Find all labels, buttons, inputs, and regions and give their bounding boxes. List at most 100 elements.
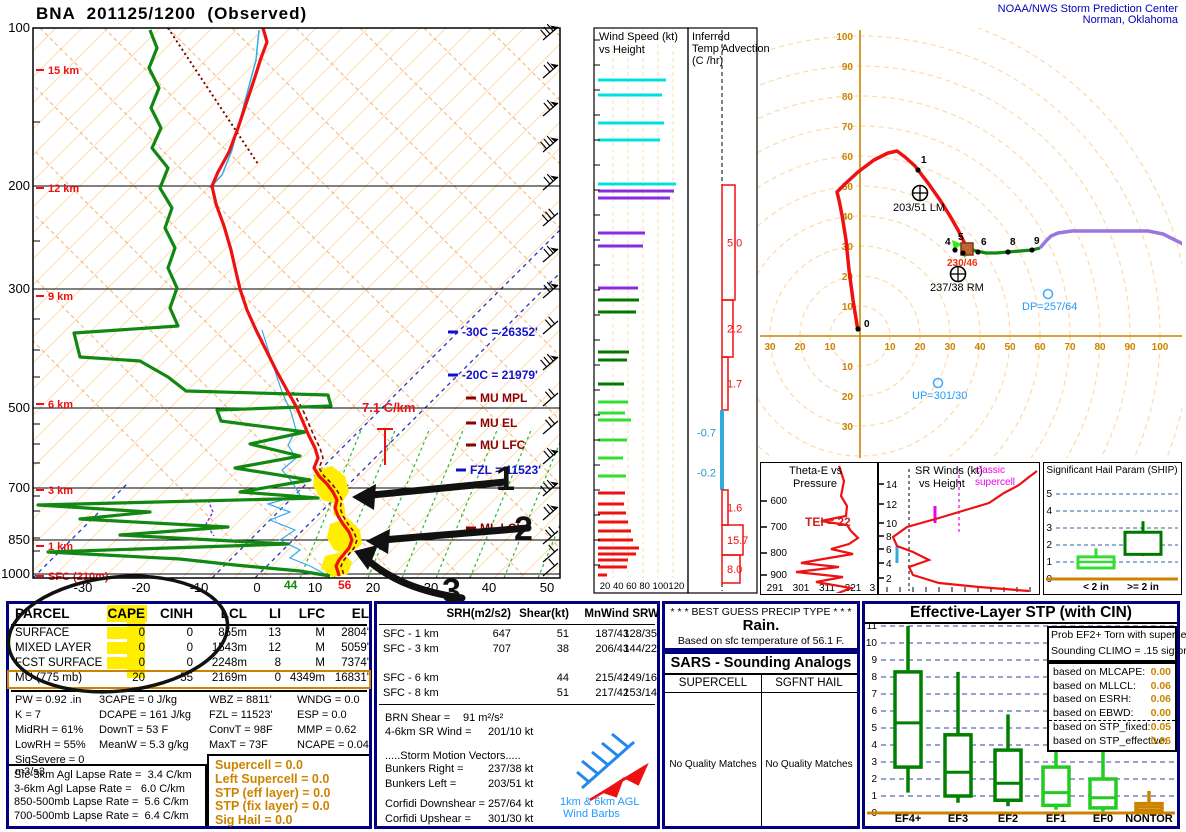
storm-motion-row: Corfidi Downshear = 257/64 kt <box>377 798 657 813</box>
label: based on ESRH: <box>1053 693 1132 705</box>
svg-text:10: 10 <box>842 302 854 313</box>
label: Corfidi Upshear = <box>385 813 471 825</box>
hazard-params-box: Supercell = 0.0 Left Supercell = 0.0 STP (… <box>207 754 369 828</box>
theta-e-trace <box>795 465 860 593</box>
value: 257/64 kt <box>488 798 534 810</box>
svg-text:60: 60 <box>1034 342 1046 353</box>
wind-speed-title-2: vs Height <box>599 44 645 56</box>
svg-text:< 2 in: < 2 in <box>1083 582 1109 593</box>
value: 237/38 kt <box>488 763 534 775</box>
hazard-param-line: Sig Hail = 0.0 <box>215 813 293 828</box>
storm-motion-row: Bunkers Left = 203/51 kt <box>377 778 657 793</box>
label: based on MLLCL: <box>1053 679 1136 692</box>
sr-winds-title-1: SR Winds (kt) <box>915 465 983 477</box>
ship-chart: 012345< 2 in>= 2 in <box>1046 489 1178 593</box>
precip-type-box: * * * BEST GUESS PRECIP TYPE * * * Rain.… <box>662 601 860 651</box>
label: based on EBWD: <box>1053 706 1134 719</box>
svg-text:203/51 LM: 203/51 LM <box>893 202 945 214</box>
svg-text:9 km: 9 km <box>48 291 73 303</box>
sars-hail-result: No Quality Matches <box>765 759 853 770</box>
label: Bunkers Left = <box>385 778 457 790</box>
sars-supercell-result: No Quality Matches <box>669 759 757 770</box>
cell: M <box>315 657 325 669</box>
svg-text:291: 291 <box>767 583 784 593</box>
sr-wind-trace <box>891 470 1038 593</box>
stat-line: MaxT = 73F <box>209 739 268 751</box>
hazard-param-line: STP (eff layer) = 0.0 <box>215 785 331 800</box>
cell: SFC - 1 km <box>383 628 439 640</box>
cell: 51 <box>556 687 569 699</box>
svg-text:12 km: 12 km <box>48 183 79 195</box>
svg-text:1000: 1000 <box>1 566 30 581</box>
svg-text:4: 4 <box>945 237 951 248</box>
cell: 647 <box>492 628 511 640</box>
stat-line: MeanW = 5.3 g/kg <box>99 739 189 751</box>
divider <box>761 673 762 826</box>
cell: -55 <box>176 672 193 684</box>
cell: 1543m <box>211 642 247 654</box>
svg-text:DP=257/64: DP=257/64 <box>1022 301 1077 313</box>
svg-text:80: 80 <box>1094 342 1106 353</box>
value: 0.06 <box>1150 734 1171 747</box>
svg-text:56: 56 <box>338 578 352 592</box>
page-title: BNA 201125/1200 (Observed) <box>36 4 308 23</box>
svg-text:10: 10 <box>886 519 898 530</box>
hodograph-axes <box>760 30 1182 458</box>
cell: 0 <box>107 657 145 669</box>
cell: 38 <box>556 643 569 655</box>
hodograph-traces <box>835 149 1182 332</box>
precip-type: Rain. <box>742 617 780 634</box>
panel-borders <box>32 27 758 594</box>
svg-text:80: 80 <box>842 92 854 103</box>
svg-text:-0.2: -0.2 <box>697 468 716 480</box>
ship-panel: 012345< 2 in>= 2 in Significant Hail Par… <box>1043 462 1182 595</box>
svg-text:EF1: EF1 <box>1046 813 1066 825</box>
cell: M <box>315 642 325 654</box>
cell: SFC - 6 km <box>383 672 439 684</box>
cell: 2248m <box>211 657 247 669</box>
svg-text:-30: -30 <box>74 580 93 595</box>
svg-text:6 km: 6 km <box>48 399 73 411</box>
svg-text:500: 500 <box>8 400 30 415</box>
svg-text:1: 1 <box>921 155 927 166</box>
stat-line: 3CAPE = 0 J/kg <box>99 694 177 706</box>
stp-prob-line-1: Prob EF2+ Torn with supercell <box>1051 629 1186 641</box>
svg-text:MU LFC: MU LFC <box>480 438 526 452</box>
lapse-rate-line: 850-500mb Lapse Rate = 5.6 C/km <box>14 796 189 808</box>
storm-motion-header: .....Storm Motion Vectors..... <box>385 750 521 762</box>
divider <box>379 624 655 625</box>
kinematics-col-header: Shear(kt) <box>519 608 569 620</box>
1km-barb-icon <box>576 732 635 790</box>
hazard-param-line: Left Supercell = 0.0 <box>215 771 330 786</box>
divider <box>379 704 655 705</box>
parcel-row: MIXED LAYER 0 0 1543m 12 M 5059' <box>9 642 369 657</box>
svg-text:2: 2 <box>871 774 877 785</box>
svg-text:11: 11 <box>867 621 878 632</box>
label: Bunkers Right = <box>385 763 464 775</box>
cell: 144/22 <box>623 643 657 655</box>
stp-prob-values-box: based on MLCAPE: 0.00 based on MLLCL: 0.06 b… <box>1047 662 1177 752</box>
cell: M <box>315 627 325 639</box>
agency-line-1: NOAA/NWS Storm Prediction Center <box>997 3 1178 15</box>
svg-text:-20: -20 <box>132 580 151 595</box>
svg-text:850: 850 <box>8 532 30 547</box>
svg-text:5: 5 <box>958 232 964 243</box>
hazard-param-line: STP (fix layer) = 0.0 <box>215 799 330 814</box>
kinematics-header: SRH(m2/s2) Shear(kt) MnWind SRW <box>377 608 659 623</box>
barb-caption-2: Wind Barbs <box>563 808 620 820</box>
label: based on MLCAPE: <box>1053 666 1146 678</box>
stp-prob-line-2: Sounding CLIMO = .15 sigtor <box>1051 645 1186 657</box>
svg-text:7.1 C/km: 7.1 C/km <box>362 400 415 415</box>
kinematics-rows: SFC - 1 km 647 51 187/43 128/35 SFC - 3 km 707… <box>377 628 657 702</box>
divider <box>11 690 367 692</box>
cell: SURFACE <box>15 627 70 639</box>
cell: LCL <box>220 606 247 621</box>
svg-text:1.6: 1.6 <box>727 503 742 515</box>
stat-line: SigSevere = 0 m3/s3 <box>15 754 85 778</box>
parcel-row: FCST SURFACE 0 0 2248m 8 M 7374' <box>9 657 369 672</box>
svg-text:90: 90 <box>842 62 854 73</box>
precip-header: * * * BEST GUESS PRECIP TYPE * * * <box>670 606 852 618</box>
svg-text:10: 10 <box>308 580 322 595</box>
parcel-row: MU (775 mb) 20 -55 2169m 0 4349m 16831' <box>7 670 371 689</box>
